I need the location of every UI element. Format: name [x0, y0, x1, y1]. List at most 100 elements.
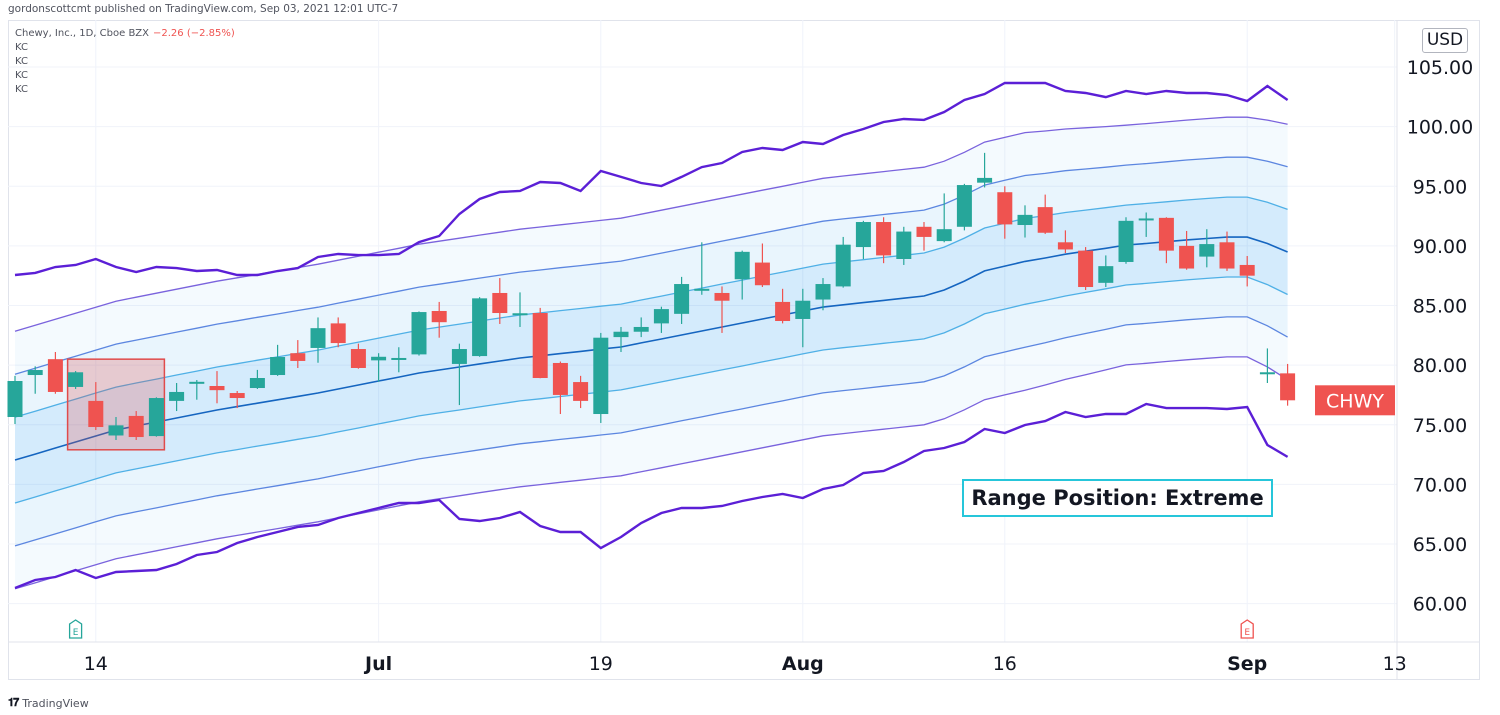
candle-body	[613, 331, 629, 338]
candle[interactable]	[451, 343, 467, 406]
candle[interactable]	[1158, 217, 1174, 264]
earnings-marker-icon[interactable]: E	[68, 619, 83, 639]
candle-body	[633, 326, 649, 332]
candle[interactable]	[1037, 194, 1053, 234]
candle[interactable]	[552, 361, 568, 415]
price-tick-label: 100.00	[1407, 117, 1473, 139]
candle[interactable]	[492, 278, 508, 324]
candle-body	[1057, 242, 1073, 250]
candle[interactable]	[754, 243, 770, 288]
candle[interactable]	[916, 222, 932, 251]
candle[interactable]	[835, 236, 851, 288]
candle[interactable]	[108, 416, 124, 441]
candle[interactable]	[472, 297, 488, 357]
candle[interactable]	[189, 380, 205, 400]
candle[interactable]	[27, 366, 43, 394]
price-axis[interactable]: 60.00 65.00 70.00 75.00 80.00 85.00 90.00 95.00…	[1407, 57, 1473, 616]
candle[interactable]	[391, 347, 407, 373]
candle[interactable]	[1239, 256, 1255, 287]
price-tick-label: 90.00	[1413, 236, 1467, 258]
candle[interactable]	[1057, 230, 1073, 254]
candle[interactable]	[795, 288, 811, 348]
candle[interactable]	[532, 307, 548, 379]
candle[interactable]	[229, 391, 245, 409]
candle[interactable]	[977, 152, 993, 188]
candle[interactable]	[633, 317, 649, 338]
candle[interactable]	[350, 343, 366, 369]
candle[interactable]	[290, 340, 306, 368]
candle-body	[754, 262, 770, 286]
candle[interactable]	[1118, 217, 1134, 264]
candle[interactable]	[936, 193, 952, 243]
candle[interactable]	[68, 371, 84, 389]
candle[interactable]	[148, 397, 164, 437]
candle[interactable]	[1098, 255, 1114, 288]
candle[interactable]	[573, 375, 589, 409]
candle[interactable]	[613, 326, 629, 353]
currency-button[interactable]: USD	[1422, 28, 1468, 53]
footer-brand[interactable]: TradingView	[22, 696, 89, 710]
candle[interactable]	[47, 352, 63, 394]
candle[interactable]	[714, 286, 730, 333]
candle[interactable]	[775, 288, 791, 324]
candle[interactable]	[1179, 230, 1195, 270]
candle[interactable]	[310, 317, 326, 363]
legend-indicator[interactable]: KC	[15, 42, 28, 53]
candle[interactable]	[593, 332, 609, 423]
candle[interactable]	[1259, 348, 1275, 384]
candle[interactable]	[1017, 205, 1033, 238]
candle[interactable]	[876, 217, 892, 264]
candle[interactable]	[270, 344, 286, 376]
candle[interactable]	[1280, 363, 1296, 406]
time-axis[interactable]: 14 Jul 19 Aug 16 Sep 13	[84, 653, 1407, 675]
candle-body	[1179, 245, 1195, 269]
candle[interactable]	[330, 317, 346, 348]
chart-pane[interactable]	[8, 20, 1480, 680]
candle[interactable]	[1199, 229, 1215, 268]
candle[interactable]	[674, 276, 690, 324]
earnings-marker-icon[interactable]: E	[1240, 619, 1254, 639]
candle[interactable]	[855, 220, 871, 259]
candle[interactable]	[653, 306, 669, 333]
candle[interactable]	[734, 250, 750, 300]
candle[interactable]	[249, 369, 265, 389]
candle-body	[47, 359, 63, 392]
legend-indicator[interactable]: KC	[15, 84, 28, 95]
candle-body	[694, 288, 710, 291]
candle[interactable]	[371, 353, 387, 382]
candle[interactable]	[169, 383, 185, 412]
candle[interactable]	[815, 278, 831, 311]
time-tick-label: 19	[589, 653, 613, 675]
candle[interactable]	[411, 311, 427, 356]
time-tick-label: Jul	[363, 653, 392, 675]
legend-symbol[interactable]: Chewy, Inc., 1D, Cboe BZX	[15, 28, 150, 39]
candle[interactable]	[7, 375, 23, 425]
price-tick-label: 65.00	[1413, 534, 1467, 556]
candle[interactable]	[896, 226, 912, 265]
candle-body	[573, 382, 589, 401]
candle-body	[371, 356, 387, 361]
legend-indicator[interactable]: KC	[15, 70, 28, 81]
candle-body	[451, 349, 467, 364]
candle[interactable]	[1138, 212, 1154, 237]
candle[interactable]	[997, 186, 1013, 239]
candle[interactable]	[1078, 247, 1094, 290]
candle[interactable]	[956, 183, 972, 231]
candle-body	[229, 393, 245, 399]
candle[interactable]	[88, 382, 104, 430]
candle[interactable]	[209, 371, 225, 404]
range-position-annotation: Range Position: Extreme	[962, 479, 1273, 517]
earnings-badge-shape	[68, 619, 83, 639]
kc-upper-3	[14, 116, 1288, 332]
candle[interactable]	[431, 301, 447, 338]
legend-indicator[interactable]: KC	[15, 56, 28, 67]
kc-upper-2	[14, 156, 1288, 375]
candle[interactable]	[694, 242, 710, 295]
candle[interactable]	[1219, 231, 1235, 271]
candle-body	[997, 192, 1013, 225]
symbol-price-label: CHWY	[1315, 385, 1395, 416]
price-tick-label: 80.00	[1413, 355, 1467, 377]
candle[interactable]	[128, 411, 144, 441]
candle[interactable]	[512, 292, 528, 327]
